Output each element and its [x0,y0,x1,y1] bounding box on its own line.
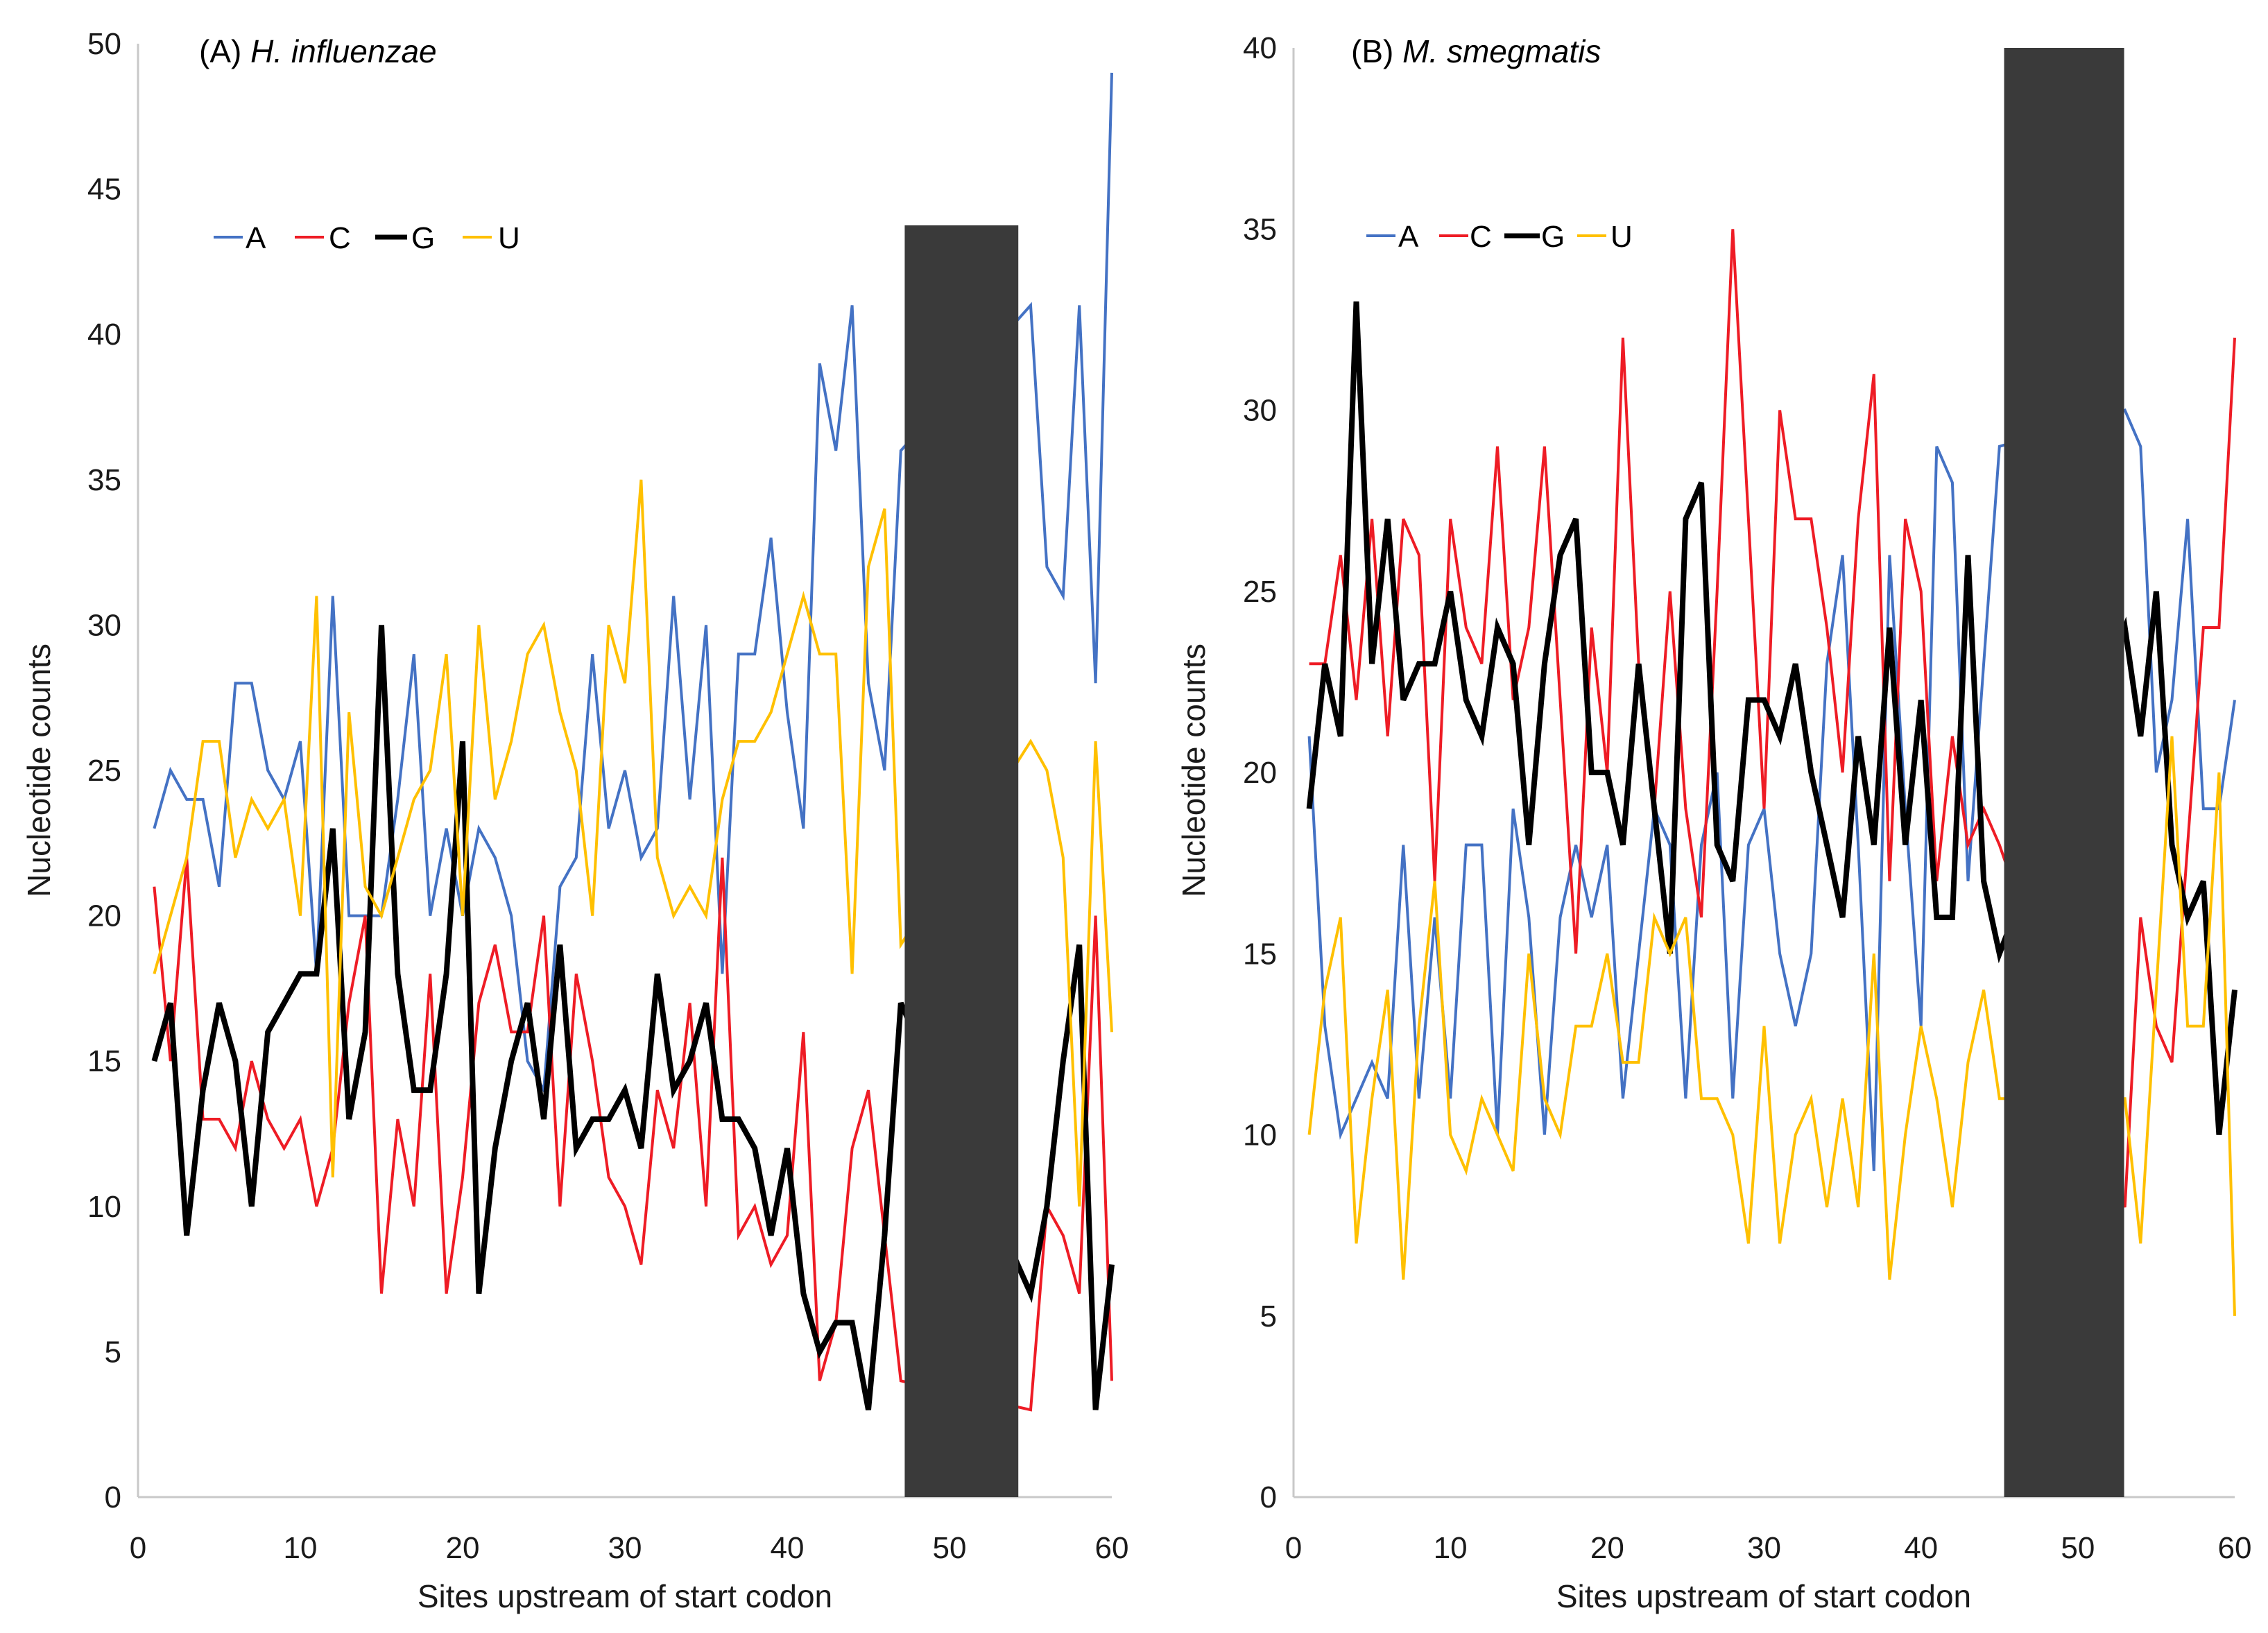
panel-b-x-tick-label: 30 [1747,1531,1781,1565]
plot-layer: 0 5 10 15 20 25 30 35 40 45 50 0 10 20 30 40 50 60 0 5 10 15 2… [87,27,2251,1565]
legend-a-label-g: G [411,221,435,255]
panel-a-y-tick-label: 15 [87,1044,121,1078]
panel-b: (B) M. smegmatis Sites upstream of start… [1176,33,1971,1614]
panel-a-masked-region [904,225,1019,1497]
panel-a-y-tick-label: 30 [87,608,121,642]
panel-b-x-tick-label: 20 [1590,1531,1624,1565]
panel-a-y-tick-label: 10 [87,1190,121,1224]
panel-a-y-tick-label: 5 [105,1335,121,1369]
panel-a-x-tick-label: 60 [1095,1531,1129,1565]
panel-a-x-tick-label: 50 [933,1531,967,1565]
legend-b-label-c: C [1470,220,1492,254]
panel-b-y-tick-label: 5 [1260,1299,1277,1333]
panel-a-y-tick-label: 35 [87,463,121,497]
panel-a-plot: 0 5 10 15 20 25 30 35 40 45 50 0 10 20 30 40 50 60 [87,27,1128,1565]
panel-b-y-tick-label: 20 [1243,756,1277,790]
panel-a-x-tick-label: 40 [771,1531,805,1565]
panel-b-x-tick-label: 10 [1434,1531,1468,1565]
panel-b-y-tick-label: 30 [1243,394,1277,428]
panel-a-y-tick-label: 40 [87,318,121,352]
panel-b-series-g [1306,301,2237,1135]
panel-a-y-axis-title: Nucleotide counts [21,643,57,897]
legend-b-label-g: G [1541,220,1565,254]
panel-b-y-tick-label: 25 [1243,575,1277,609]
panel-a-series-c [153,857,1113,1412]
panel-a-series-a [153,72,1113,1095]
panel-b-y-tick-label: 35 [1243,212,1277,246]
panel-a-title-species: H. influenzae [250,33,437,69]
panel-b-x-tick-label: 0 [1285,1531,1302,1565]
panel-a-y-tick-label: 0 [105,1480,121,1514]
panel-a: (A) H. influenzae Sites upstream of star… [21,33,832,1614]
panel-a-y-tick-label: 50 [87,27,121,61]
panel-b-x-tick-label: 60 [2218,1531,2252,1565]
panel-b-y-tick-label: 10 [1243,1118,1277,1152]
panel-a-y-tick-label: 25 [87,754,121,788]
panel-a-y-tick-label: 45 [87,173,121,207]
panel-a-x-tick-label: 20 [446,1531,480,1565]
panel-b-x-tick-label: 50 [2061,1531,2095,1565]
panel-a-title: (A) H. influenzae [199,33,437,69]
legend-a-label-c: C [329,221,351,255]
legend-a-label-u: U [498,221,520,255]
panel-a-legend: A C G U [214,221,520,255]
panel-b-title: (B) M. smegmatis [1351,33,1601,69]
panel-b-title-prefix: (B) [1351,33,1402,69]
panel-b-y-tick-label: 0 [1260,1480,1277,1514]
panel-b-masked-region [2004,48,2124,1497]
panel-a-series-g [151,625,1115,1410]
panel-a-x-tick-label: 10 [284,1531,318,1565]
legend-b-label-a: A [1398,220,1419,254]
panel-a-series-u [153,479,1113,1207]
panel-a-title-prefix: (A) [199,33,250,69]
panel-a-x-tick-label: 30 [608,1531,642,1565]
panel-b-y-axis-title: Nucleotide counts [1176,643,1212,897]
legend-a-label-a: A [246,221,266,255]
panel-b-plot: 0 5 10 15 20 25 30 35 40 0 10 20 30 40 50 60 [1243,31,2251,1565]
legend-b-label-u: U [1610,220,1633,254]
panel-a-x-tick-label: 0 [130,1531,146,1565]
panel-b-x-axis-title: Sites upstream of start codon [1556,1578,1971,1614]
panel-b-x-tick-label: 40 [1904,1531,1938,1565]
panel-a-y-tick-label: 20 [87,899,121,933]
panel-a-x-axis-title: Sites upstream of start codon [418,1578,832,1614]
panel-b-y-tick-label: 15 [1243,937,1277,971]
panel-b-title-species: M. smegmatis [1402,33,1601,69]
panel-b-series-u [1307,736,2236,1316]
panel-b-series-c [1309,229,2236,1208]
panel-b-legend: A C G U [1366,220,1633,254]
panel-b-y-tick-label: 40 [1243,31,1277,65]
